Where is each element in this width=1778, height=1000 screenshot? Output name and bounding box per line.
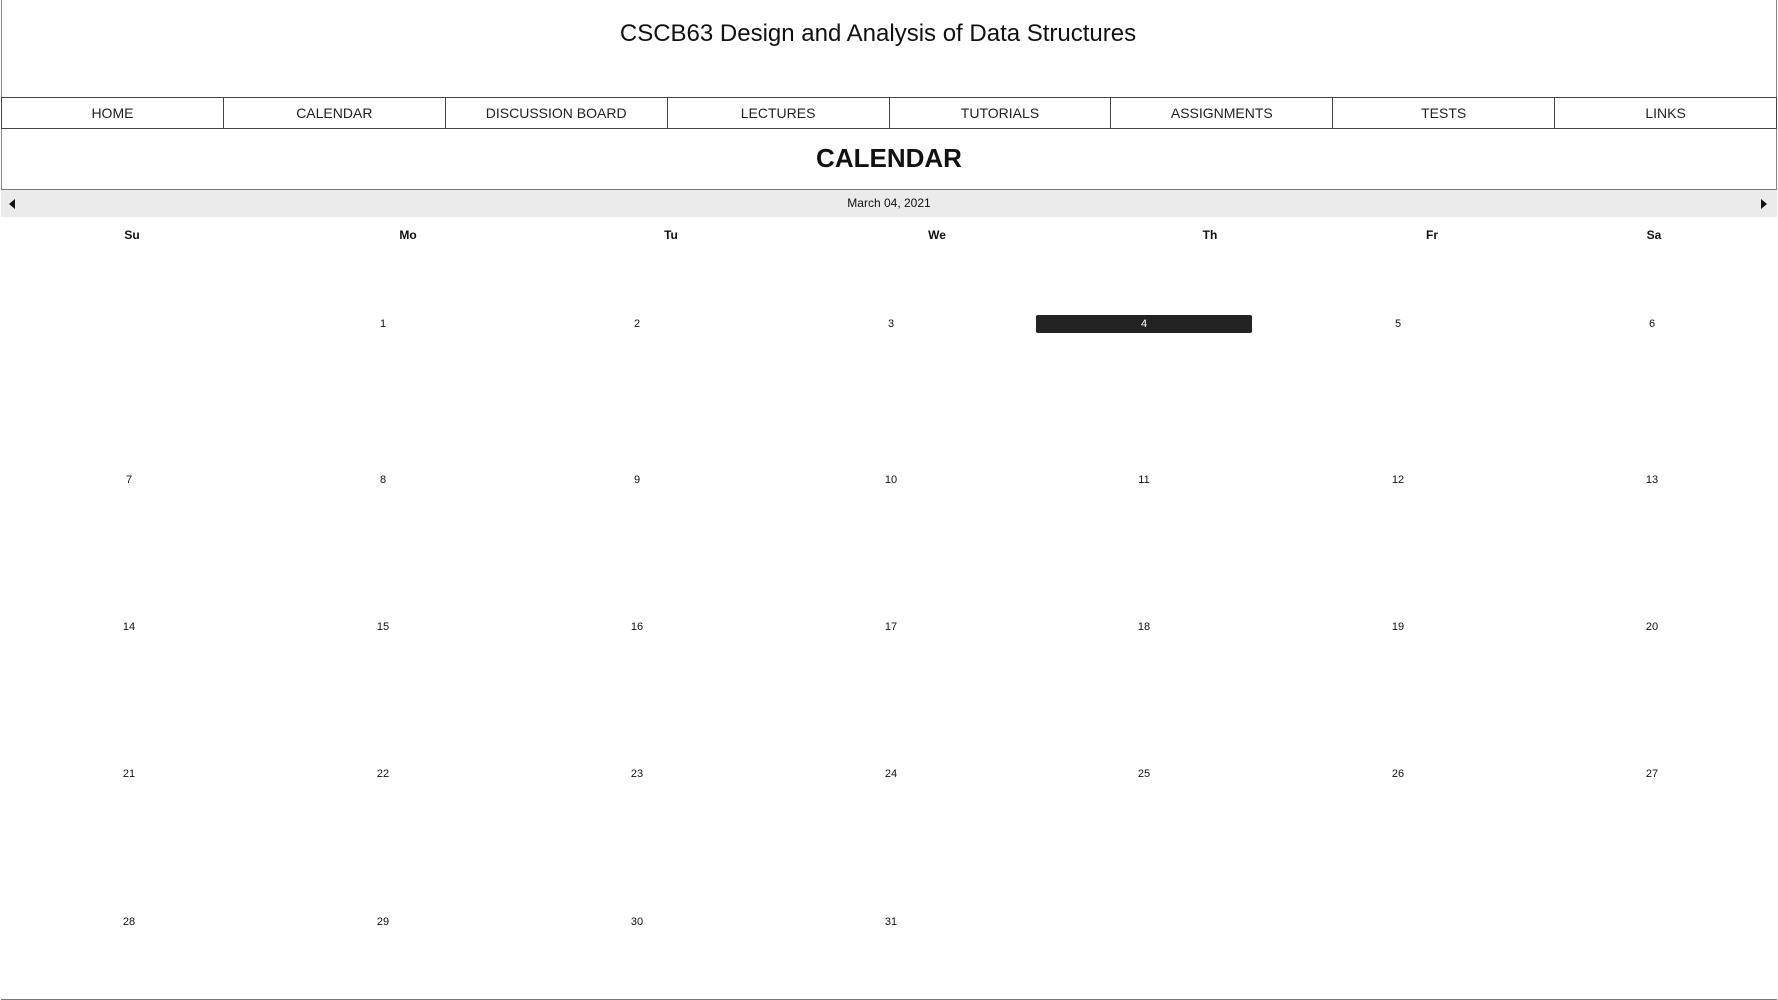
calendar-day[interactable]: 11: [1138, 474, 1150, 486]
calendar-day[interactable]: 18: [1137, 621, 1151, 633]
calendar-day[interactable]: 30: [630, 916, 644, 928]
weekday-label-mo: Mo: [399, 228, 417, 242]
calendar-day[interactable]: 10: [884, 474, 898, 486]
calendar-day-selected[interactable]: 4: [1036, 315, 1252, 333]
prev-month-button[interactable]: [9, 198, 19, 210]
calendar-day[interactable]: 28: [122, 916, 136, 928]
calendar-day[interactable]: 13: [1645, 474, 1659, 486]
current-date-label: March 04, 2021: [847, 196, 931, 210]
nav-item-links[interactable]: LINKS: [1645, 105, 1686, 121]
calendar-day[interactable]: 24: [884, 768, 898, 780]
nav-item-home[interactable]: HOME: [2, 98, 224, 128]
weekday-label-fr: Fr: [1426, 228, 1438, 242]
calendar-day[interactable]: 5: [1394, 318, 1402, 330]
calendar-day[interactable]: 20: [1645, 621, 1659, 633]
nav-item-tests[interactable]: TESTS: [1333, 98, 1556, 128]
calendar-day[interactable]: 27: [1645, 768, 1659, 780]
calendar-day[interactable]: 23: [630, 768, 644, 780]
nav-item-calendar[interactable]: CALENDAR: [224, 98, 446, 128]
weekday-header-row: Su Mo Tu We Th Fr Sa: [1, 228, 1777, 244]
weekday-label-we: We: [928, 228, 946, 242]
calendar-day[interactable]: 31: [884, 916, 898, 928]
triangle-left-icon: [9, 199, 15, 209]
calendar-header: March 04, 2021: [1, 190, 1777, 217]
weekday-label-su: Su: [124, 228, 140, 242]
calendar-day[interactable]: 19: [1391, 621, 1405, 633]
next-month-button[interactable]: [1759, 198, 1769, 210]
main-nav: HOME CALENDAR DISCUSSION BOARD LECTURES …: [1, 97, 1777, 129]
calendar-day[interactable]: 7: [125, 474, 133, 486]
triangle-right-icon: [1761, 199, 1767, 209]
weekday-label-th: Th: [1202, 228, 1218, 242]
weekday-label-sa: Sa: [1646, 228, 1662, 242]
calendar-day[interactable]: 6: [1648, 318, 1656, 330]
calendar-day[interactable]: 1: [379, 318, 387, 330]
calendar-day[interactable]: 17: [884, 621, 898, 633]
calendar-day[interactable]: 14: [122, 621, 136, 633]
calendar-day[interactable]: 9: [633, 474, 641, 486]
calendar-day[interactable]: 26: [1391, 768, 1405, 780]
nav-item-discussion-board[interactable]: DISCUSSION BOARD: [446, 98, 668, 128]
calendar-day[interactable]: 21: [122, 768, 136, 780]
calendar-day[interactable]: 22: [376, 768, 390, 780]
calendar-day[interactable]: 25: [1137, 768, 1151, 780]
site-title: CSCB63 Design and Analysis of Data Struc…: [619, 20, 1137, 47]
calendar-day[interactable]: 2: [633, 318, 641, 330]
calendar-day[interactable]: 16: [630, 621, 644, 633]
nav-item-tutorials[interactable]: TUTORIALS: [890, 98, 1112, 128]
calendar-day[interactable]: 15: [376, 621, 390, 633]
section-title: CALENDAR: [816, 143, 962, 173]
calendar-day[interactable]: 3: [887, 318, 895, 330]
nav-item-assignments[interactable]: ASSIGNMENTS: [1111, 98, 1334, 128]
calendar-day[interactable]: 29: [376, 916, 390, 928]
calendar-day[interactable]: 12: [1391, 474, 1405, 486]
calendar-day[interactable]: 8: [379, 474, 387, 486]
weekday-label-tu: Tu: [664, 228, 678, 242]
nav-item-lectures[interactable]: LECTURES: [668, 98, 890, 128]
